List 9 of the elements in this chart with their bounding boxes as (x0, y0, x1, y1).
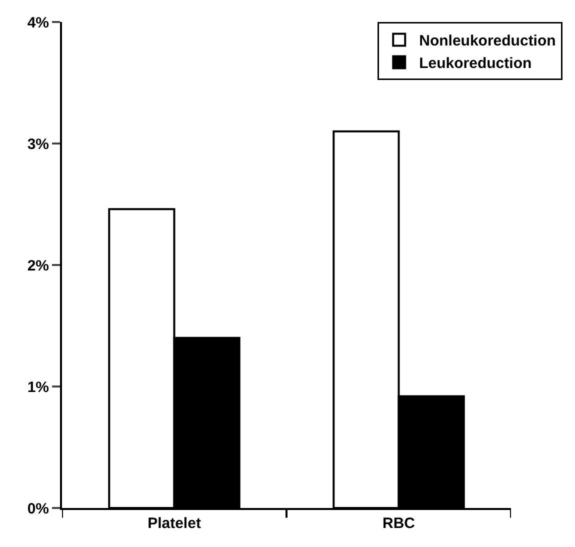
y-tick-label: 0% (27, 500, 49, 518)
y-tick-label: 3% (27, 136, 49, 153)
x-tick-label: Platelet (148, 515, 201, 532)
legend-label: Nonleukoreduction (419, 32, 556, 50)
legend-label: Leukoreduction (419, 55, 532, 72)
x-tick-label: RBC (382, 515, 416, 532)
y-tick-label: 1% (27, 378, 49, 396)
y-tick-label: 2% (27, 257, 49, 274)
y-tick-label: 4% (27, 14, 49, 32)
